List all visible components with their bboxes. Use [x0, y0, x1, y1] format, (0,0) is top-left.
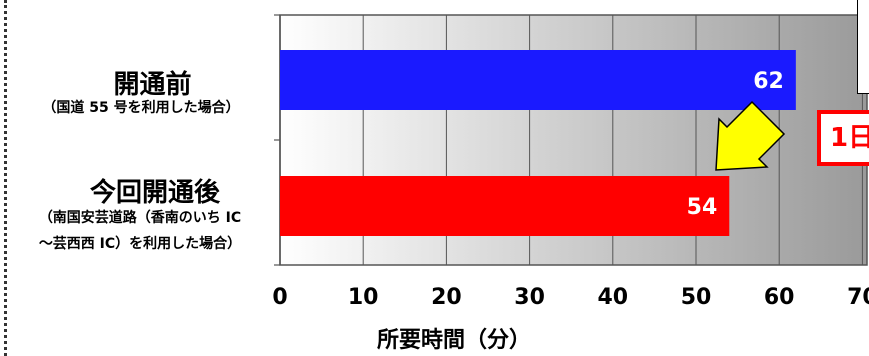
category-label-after: 今回開通後 — [89, 178, 220, 208]
callout-box — [817, 110, 869, 166]
x-tick-label-20: 20 — [431, 285, 462, 310]
bar-value-label-0: 62 — [753, 69, 784, 94]
bar-value-label-1: 54 — [687, 195, 718, 220]
left-dotted-border — [4, 0, 7, 356]
callout-text: 1日 — [830, 123, 869, 153]
x-axis-label: 所要時間（分） — [376, 328, 532, 353]
x-tick-label-60: 60 — [763, 285, 795, 310]
category-label-before: 開通前 — [113, 70, 192, 100]
category-sublabel-after-line2: ～芸西西 IC）を利用した場合） — [38, 236, 242, 252]
x-tick-label-40: 40 — [597, 285, 629, 310]
arrow-icon — [715, 100, 786, 171]
category-sublabel-before: （国道 55 号を利用した場合） — [42, 100, 240, 116]
category-sublabel-after-line1: （南国安芸道路（香南のいち IC — [38, 210, 242, 226]
note-box — [857, 0, 869, 94]
x-tick-label-10: 10 — [347, 285, 379, 310]
x-tick-label-70: 70 — [847, 285, 869, 310]
bar-1 — [280, 176, 730, 236]
x-tick-label-30: 30 — [514, 285, 545, 310]
bar-0 — [280, 50, 796, 110]
x-tick-label-0: 0 — [272, 285, 288, 310]
x-tick-label-50: 50 — [680, 285, 712, 310]
